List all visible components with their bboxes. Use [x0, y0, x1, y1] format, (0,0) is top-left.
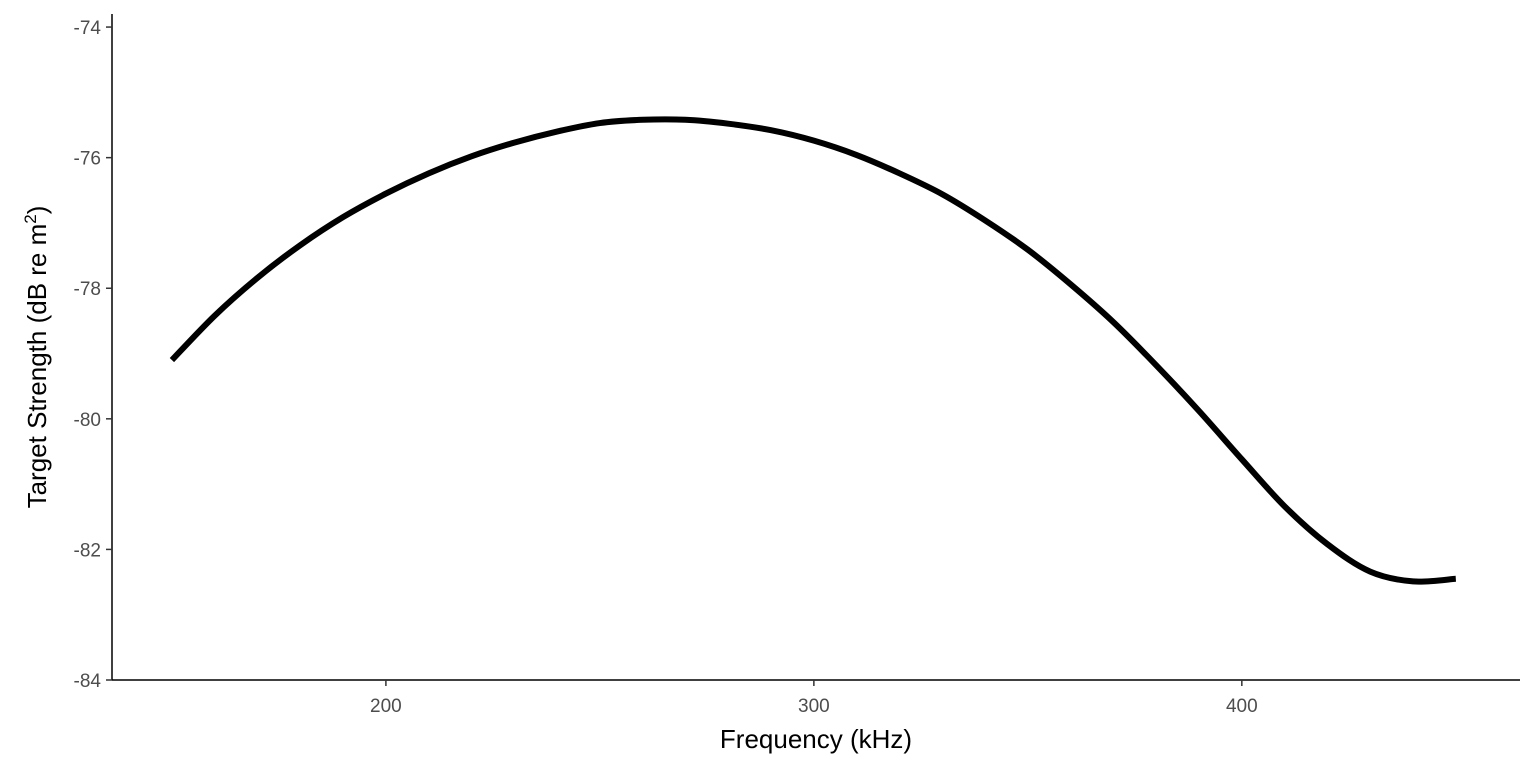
y-tick-label: -74	[74, 18, 102, 39]
y-axis-title-superscript: 2	[21, 214, 40, 223]
y-axis-ticks: -84 -82 -80 -78 -76 -74	[74, 18, 112, 692]
x-axis-ticks: 200 300 400	[370, 680, 1258, 717]
x-axis-title: Frequency (kHz)	[720, 724, 912, 754]
x-tick-label: 400	[1226, 696, 1258, 717]
y-tick-label: -82	[74, 540, 101, 561]
x-tick-label: 300	[798, 696, 830, 717]
x-tick-label: 200	[370, 696, 402, 717]
plot-area	[169, 116, 1457, 585]
y-tick-label: -80	[74, 410, 101, 431]
y-axis-title-close: )	[22, 206, 52, 215]
y-tick-label: -78	[74, 279, 101, 300]
y-axis-title: Target Strength (dB re m2)	[21, 206, 52, 509]
series-line	[169, 116, 1457, 585]
y-axis-title-main: Target Strength (dB re m	[22, 224, 52, 509]
y-tick-label: -84	[74, 671, 102, 692]
y-tick-label: -76	[74, 149, 101, 170]
